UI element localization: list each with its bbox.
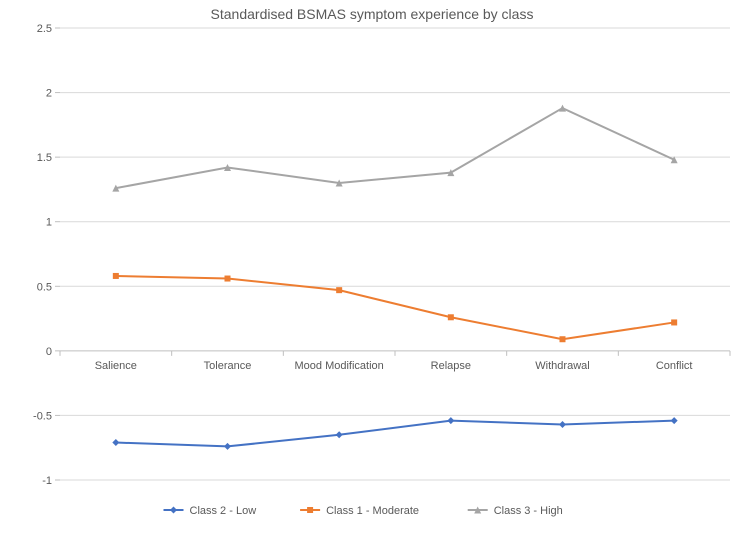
x-tick-label: Relapse: [431, 360, 471, 372]
x-tick-label: Salience: [95, 360, 137, 372]
series-marker-class2_low: [336, 431, 343, 438]
legend-marker-class1_moderate: [307, 507, 313, 513]
x-tick-label: Tolerance: [204, 360, 252, 372]
y-tick-label: 1.5: [37, 152, 52, 164]
series-marker-class2_low: [559, 421, 566, 428]
x-tick-label: Mood Modification: [295, 360, 384, 372]
series-marker-class1_moderate: [671, 319, 677, 325]
series-marker-class1_moderate: [560, 336, 566, 342]
chart-svg: -1 -0.5 0 0.5 1 1.5 2 2.5 Salience Tolerance Mood …: [0, 0, 744, 537]
series-line-class1_moderate: [116, 276, 674, 339]
series-line-class3_high: [116, 108, 674, 188]
series-marker-class1_moderate: [113, 273, 119, 279]
series-marker-class1_moderate: [225, 276, 231, 282]
series-marker-class2_low: [447, 417, 454, 424]
series-marker-class2_low: [671, 417, 678, 424]
series-marker-class2_low: [112, 439, 119, 446]
y-tick-label: -1: [42, 475, 52, 487]
series-line-class2_low: [116, 421, 674, 447]
line-chart: Standardised BSMAS symptom experience by…: [0, 0, 744, 537]
y-tick-label: -0.5: [33, 410, 52, 422]
y-tick-label: 0.5: [37, 281, 52, 293]
legend-label-class3_high: Class 3 - High: [494, 505, 563, 517]
y-tick-label: 2.5: [37, 23, 52, 35]
x-tick-label: Withdrawal: [535, 360, 589, 372]
y-tick-label: 0: [46, 346, 52, 358]
series-marker-class1_moderate: [336, 287, 342, 293]
legend-label-class1_moderate: Class 1 - Moderate: [326, 505, 419, 517]
series-marker-class1_moderate: [448, 314, 454, 320]
legend-label-class2_low: Class 2 - Low: [190, 505, 257, 517]
y-tick-label: 1: [46, 217, 52, 229]
series-marker-class3_high: [559, 105, 566, 112]
series-marker-class2_low: [224, 443, 231, 450]
legend-marker-class2_low: [170, 507, 177, 514]
y-tick-label: 2: [46, 88, 52, 100]
x-tick-label: Conflict: [656, 360, 693, 372]
